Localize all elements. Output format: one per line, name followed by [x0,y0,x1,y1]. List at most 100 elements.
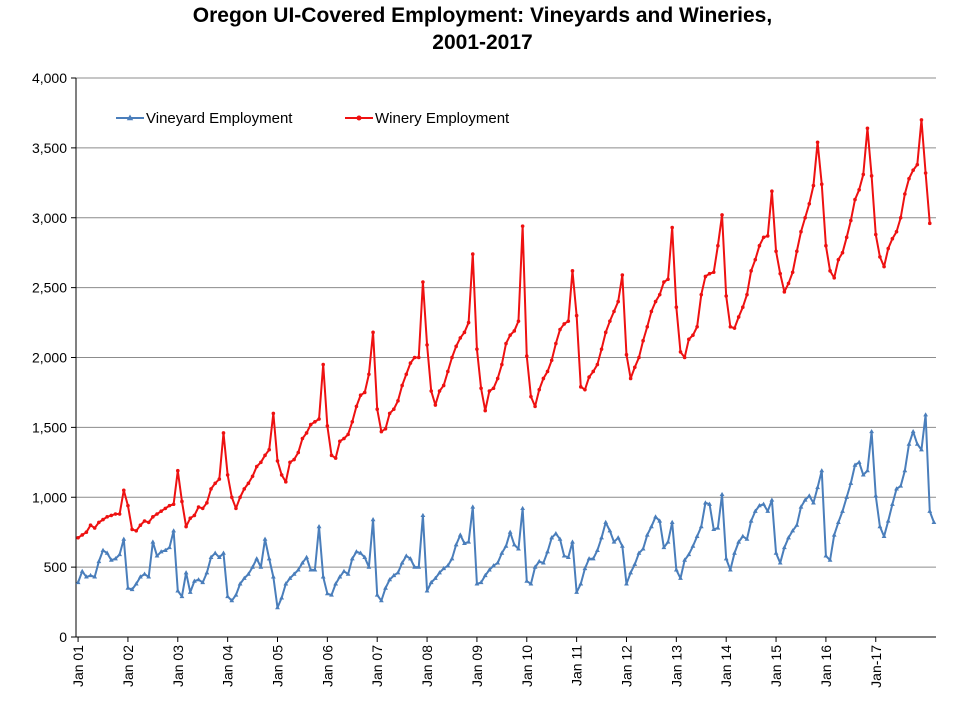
data-point [520,505,526,511]
data-point [757,243,762,248]
data-point [711,270,716,275]
data-point [570,269,575,273]
data-point [308,422,313,427]
data-point [395,570,401,575]
data-point [142,571,147,576]
data-point [806,493,812,498]
data-point [669,519,675,525]
data-point [263,453,267,458]
x-tick-label: Jan 01 [70,645,86,687]
data-point [300,560,305,565]
data-point [882,264,886,269]
data-point [782,290,787,294]
series-line [77,413,935,609]
data-point [545,549,550,554]
data-point [894,486,899,491]
gridlines [76,77,936,568]
data-point [445,563,451,568]
data-point [599,535,604,540]
data-point [728,324,733,329]
data-point [470,504,476,509]
x-tick-label: Jan 14 [718,645,734,687]
data-point [204,570,210,575]
data-point [267,447,271,452]
data-point [748,518,754,523]
data-point [657,292,662,297]
data-point [491,563,496,568]
data-point [333,456,338,460]
data-point [354,404,359,409]
data-point [873,493,879,498]
series-vineyard [75,412,937,610]
data-point [412,355,417,360]
data-point [491,386,496,391]
data-point [229,495,234,500]
data-point [212,550,218,555]
x-tick-label: Jan 07 [369,645,385,687]
data-point [852,462,858,467]
data-point [698,523,704,529]
data-point [749,269,753,273]
series [75,118,937,610]
data-point [853,197,857,202]
data-point [637,355,641,360]
data-point [242,487,247,491]
data-point [860,472,866,477]
data-point [354,549,359,554]
data-point [167,503,172,508]
data-point [312,567,318,572]
data-point [819,468,825,473]
data-point [179,593,185,599]
data-point [500,362,504,367]
data-point [778,271,783,276]
data-point [446,369,450,374]
data-point [404,372,409,377]
data-point [707,501,712,506]
data-point [832,276,837,280]
data-point [262,536,268,541]
data-point [786,281,791,286]
data-point [391,572,397,578]
data-point [432,575,438,580]
data-point [919,118,924,122]
data-point [516,319,521,323]
x-tick-label: Jan 15 [768,645,784,687]
data-point [150,539,156,544]
data-point [80,533,85,537]
data-point [279,473,284,477]
data-point [454,344,458,349]
data-point [392,407,396,412]
data-point [304,431,309,435]
data-point [844,235,849,240]
data-point [292,457,296,462]
data-point [453,542,459,547]
chart-title-line-1: Oregon UI-Covered Employment: Vineyards … [192,4,773,27]
data-point [881,533,887,538]
data-point [371,330,375,335]
x-tick-label: Jan 10 [519,645,535,687]
data-point [200,579,206,585]
legend: Vineyard Employment Winery Employment [116,110,510,127]
data-point [894,229,899,234]
y-tick-label: 2,500 [32,280,67,296]
data-point [125,585,131,590]
data-point [225,593,231,599]
data-point [802,497,808,502]
y-tick-label: 2,000 [32,350,67,366]
data-point [524,578,530,583]
data-point [133,581,139,586]
data-point [342,436,346,441]
data-point [790,528,796,533]
data-point [254,464,259,469]
data-point [720,213,724,217]
data-point [533,404,537,409]
data-point [781,544,787,550]
data-point [175,588,181,593]
data-point [134,528,139,533]
data-point [835,519,841,525]
data-point [811,183,816,188]
data-point [553,530,559,536]
data-point [213,481,217,486]
data-point [508,333,512,337]
